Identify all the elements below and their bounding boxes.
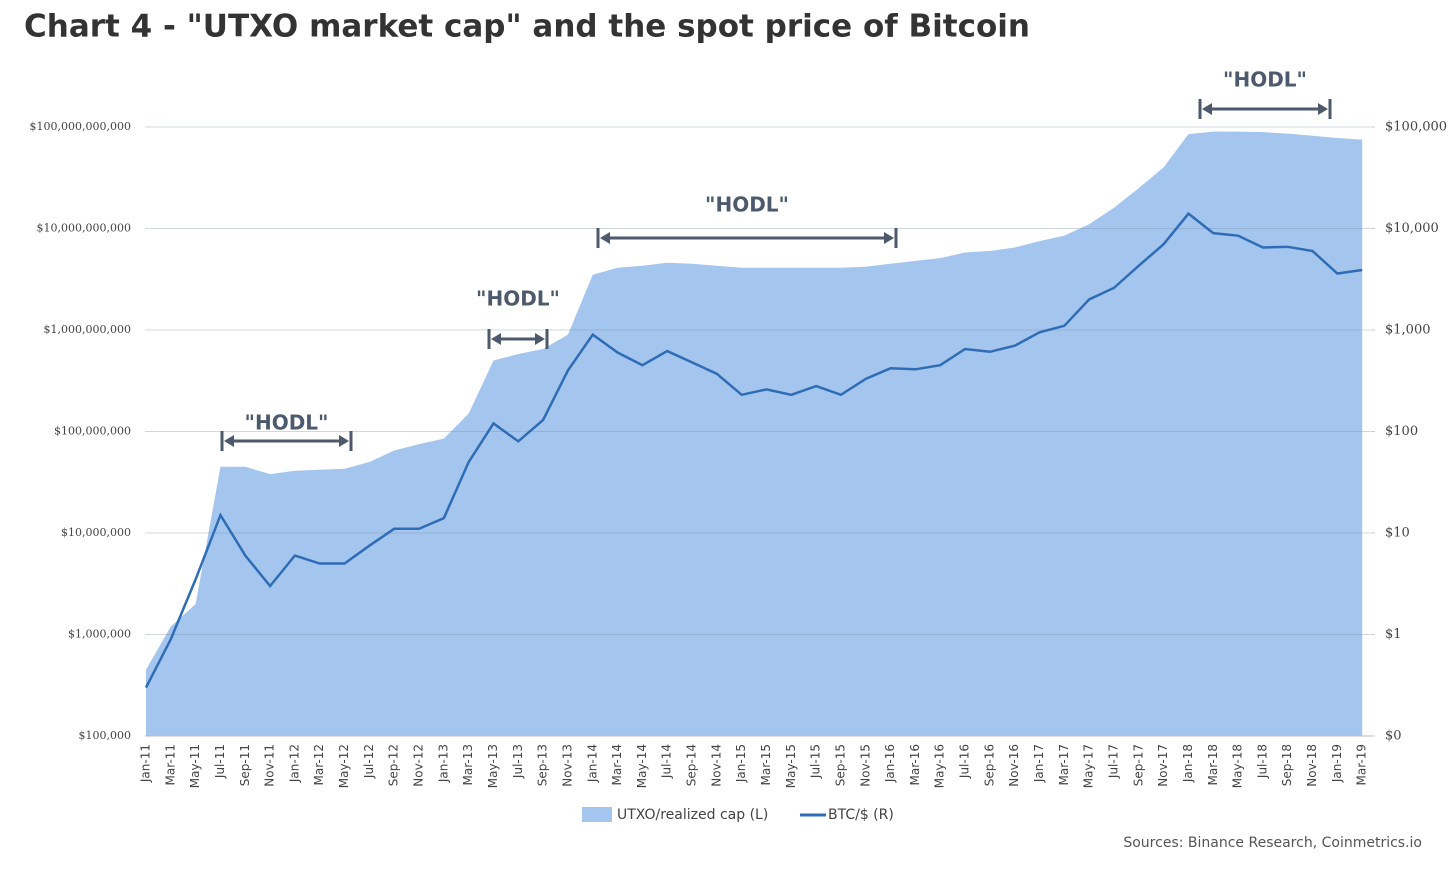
x-tick-label: Mar-18 bbox=[1206, 744, 1220, 785]
legend-swatch bbox=[582, 807, 612, 822]
x-tick-label: May-17 bbox=[1082, 744, 1096, 788]
y-tick-label: $100,000,000,000 bbox=[30, 120, 131, 133]
y-tick-label: $100,000 bbox=[79, 729, 132, 742]
x-tick-label: Jul-15 bbox=[809, 744, 823, 779]
y-tick-label: $1,000,000,000 bbox=[44, 323, 131, 336]
x-tick-label: Nov-16 bbox=[1007, 744, 1021, 787]
x-tick-label: Sep-13 bbox=[536, 744, 550, 786]
source: Sources: Binance Research, Coinmetrics.i… bbox=[1123, 835, 1422, 851]
annotation: "HODL" bbox=[1223, 68, 1307, 92]
annotation: "HODL" bbox=[476, 287, 560, 311]
x-tick-label: Sep-18 bbox=[1280, 744, 1294, 786]
area bbox=[146, 131, 1363, 736]
x-tick-label: Mar-13 bbox=[461, 744, 475, 785]
x-tick-label: Jan-16 bbox=[883, 744, 897, 783]
y2-tick-label: $10,000 bbox=[1385, 221, 1439, 236]
annotation: "HODL" bbox=[705, 193, 789, 217]
x-tick-label: Mar-17 bbox=[1057, 744, 1071, 785]
x-tick-label: Mar-12 bbox=[312, 744, 326, 785]
chart-title: Chart 4 - "UTXO market cap" and the spot… bbox=[24, 9, 1030, 45]
x-tick-label: Jul-16 bbox=[958, 744, 972, 779]
x-tick-label: Jul-17 bbox=[1106, 744, 1120, 779]
x-tick-label: Jan-13 bbox=[436, 744, 450, 783]
x-tick-label: Nov-15 bbox=[858, 744, 872, 787]
x-tick-label: Jul-13 bbox=[511, 744, 525, 779]
x-tick-label: Sep-17 bbox=[1131, 744, 1145, 786]
legend-label: BTC/$ (R) bbox=[828, 807, 894, 823]
x-tick-label: Sep-14 bbox=[685, 744, 699, 786]
y2-tick-label: $1 bbox=[1385, 627, 1402, 642]
y2-tick-label: $0 bbox=[1385, 729, 1402, 744]
x-tick-label: Jan-11 bbox=[139, 744, 153, 783]
x-tick-label: Jan-15 bbox=[734, 744, 748, 783]
x-tick-label: Nov-12 bbox=[412, 744, 426, 787]
y-tick-label: $10,000,000,000 bbox=[37, 222, 131, 235]
x-tick-label: Mar-14 bbox=[610, 744, 624, 785]
x-tick-label: Sep-11 bbox=[238, 744, 252, 786]
legend-label: UTXO/realized cap (L) bbox=[617, 807, 768, 823]
x-tick-label: Mar-16 bbox=[908, 744, 922, 785]
x-tick-label: May-18 bbox=[1231, 744, 1245, 788]
y2-tick-label: $100 bbox=[1385, 424, 1418, 439]
x-tick-label: Sep-12 bbox=[387, 744, 401, 786]
x-tick-label: May-15 bbox=[784, 744, 798, 788]
y2-tick-label: $1,000 bbox=[1385, 323, 1431, 338]
x-tick-label: Nov-13 bbox=[560, 744, 574, 787]
x-tick-label: Mar-19 bbox=[1355, 744, 1369, 785]
x-tick-label: Jul-11 bbox=[213, 744, 227, 779]
x-tick-label: May-16 bbox=[933, 744, 947, 788]
x-tick-label: Mar-11 bbox=[163, 744, 177, 785]
x-tick-label: Sep-16 bbox=[982, 744, 996, 786]
x-tick-label: Jan-14 bbox=[585, 744, 599, 783]
y-tick-label: $1,000,000 bbox=[68, 628, 131, 641]
y-tick-label: $100,000,000 bbox=[54, 425, 131, 438]
y2-tick-label: $100,000 bbox=[1385, 120, 1447, 135]
x-tick-label: Jan-12 bbox=[287, 744, 301, 783]
x-tick-label: May-13 bbox=[486, 744, 500, 788]
x-tick-label: Nov-17 bbox=[1156, 744, 1170, 787]
x-tick-label: May-12 bbox=[337, 744, 351, 788]
y-tick-label: $10,000,000 bbox=[61, 526, 131, 539]
x-tick-label: Mar-15 bbox=[759, 744, 773, 785]
y2-tick-label: $10 bbox=[1385, 526, 1410, 541]
x-tick-label: Jan-18 bbox=[1181, 744, 1195, 783]
x-tick-label: May-11 bbox=[188, 744, 202, 788]
x-tick-label: Jan-17 bbox=[1032, 744, 1046, 783]
x-tick-label: Nov-18 bbox=[1305, 744, 1319, 787]
x-tick-label: Jan-19 bbox=[1330, 744, 1344, 783]
annotation: "HODL" bbox=[245, 411, 329, 435]
x-tick-label: Nov-14 bbox=[709, 744, 723, 787]
x-tick-label: Sep-15 bbox=[833, 744, 847, 786]
x-tick-label: Nov-11 bbox=[263, 744, 277, 787]
x-tick-label: Jul-18 bbox=[1255, 744, 1269, 779]
x-tick-label: May-14 bbox=[635, 744, 649, 788]
line bbox=[144, 211, 1363, 689]
x-tick-label: Jul-12 bbox=[362, 744, 376, 779]
x-tick-label: Jul-14 bbox=[660, 744, 674, 779]
